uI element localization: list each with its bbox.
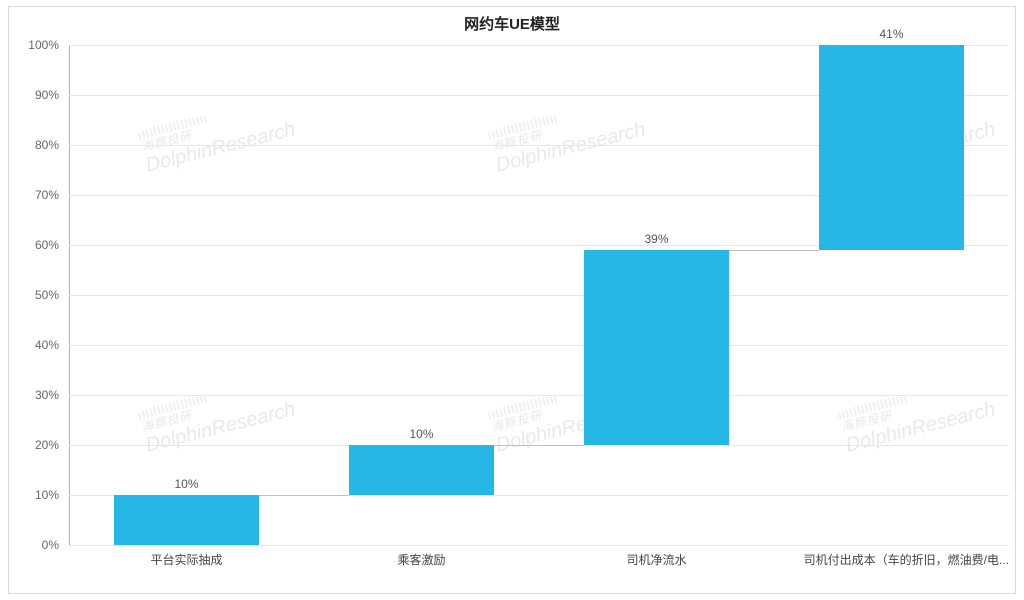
bar-value-label: 10% [174,477,198,491]
x-tick-label: 司机付出成本（车的折旧，燃油费/电... [804,551,1009,568]
bar [584,250,730,445]
bar-value-label: 41% [879,27,903,41]
y-tick-label: 0% [13,538,59,552]
watermark-en: DolphinResearch [843,398,997,456]
grid-line [69,345,1009,346]
watermark-cn: 海豚投研 [490,408,544,434]
y-tick-label: 30% [13,388,59,402]
watermark-cn: 海豚投研 [140,128,194,154]
connector-line [494,445,583,446]
grid-line [69,395,1009,396]
watermark: 海豚投研DolphinResearch [484,79,648,176]
watermark-en: DolphinResearch [143,398,297,456]
bar [349,445,495,495]
watermark: 海豚投研DolphinResearch [134,79,298,176]
y-tick-label: 60% [13,238,59,252]
y-tick-label: 70% [13,188,59,202]
grid-line [69,295,1009,296]
y-tick-label: 10% [13,488,59,502]
watermark-cn: 海豚投研 [840,408,894,434]
watermark: 海豚投研DolphinResearch [834,359,998,456]
chart-container: 网约车UE模型 海豚投研DolphinResearch海豚投研DolphinRe… [8,6,1016,594]
bar [819,45,965,250]
chart-title: 网约车UE模型 [9,7,1015,34]
plot-area: 海豚投研DolphinResearch海豚投研DolphinResearch海豚… [69,45,1009,545]
y-tick-label: 50% [13,288,59,302]
watermark-cn: 海豚投研 [490,128,544,154]
y-tick-label: 100% [13,38,59,52]
grid-line [69,545,1009,546]
y-tick-label: 80% [13,138,59,152]
x-tick-label: 乘客激励 [398,551,446,568]
bar [114,495,260,545]
watermark-en: DolphinResearch [143,118,297,176]
x-tick-label: 司机净流水 [627,551,687,568]
watermark-cn: 海豚投研 [140,408,194,434]
y-tick-label: 40% [13,338,59,352]
connector-line [259,495,348,496]
connector-line [729,250,818,251]
y-tick-label: 90% [13,88,59,102]
y-tick-label: 20% [13,438,59,452]
bar-value-label: 39% [644,232,668,246]
x-tick-label: 平台实际抽成 [151,551,223,568]
watermark-en: DolphinResearch [493,118,647,176]
watermark: 海豚投研DolphinResearch [134,359,298,456]
bar-value-label: 10% [409,427,433,441]
